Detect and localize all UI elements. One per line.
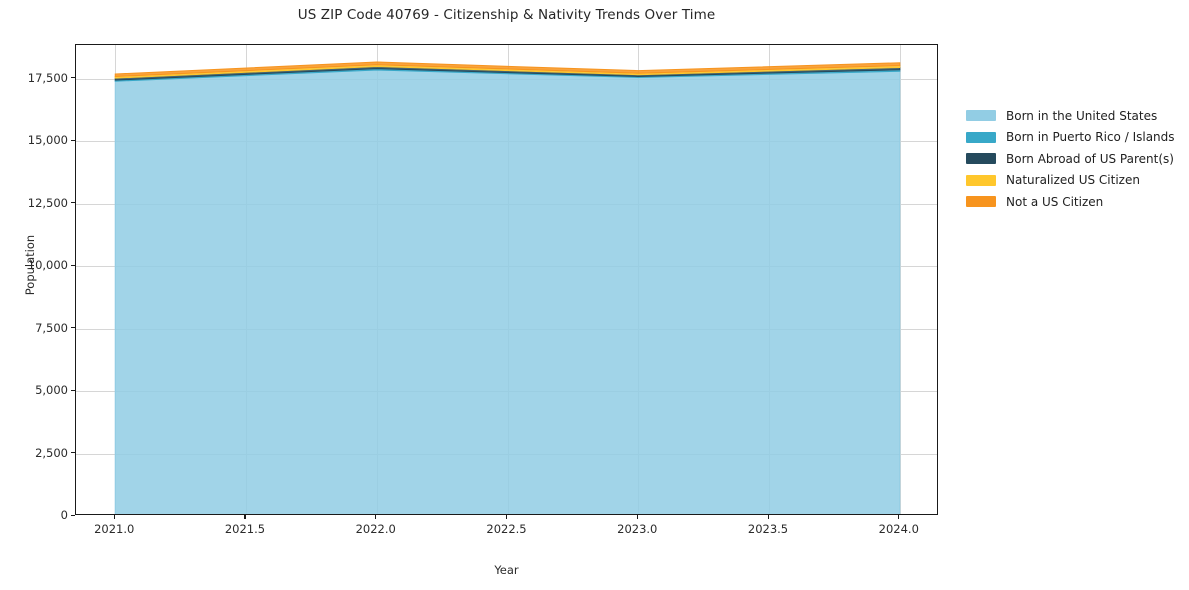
legend-item[interactable]: Born in Puerto Rico / Islands bbox=[966, 127, 1181, 149]
y-axis-tick-mark bbox=[71, 139, 75, 141]
legend-swatch bbox=[966, 196, 996, 208]
x-axis-tick-mark bbox=[244, 515, 246, 519]
x-axis-tick-label: 2021.5 bbox=[224, 522, 266, 536]
y-axis-tick-label: 12,500 bbox=[27, 195, 68, 210]
y-axis-label: Population bbox=[23, 234, 37, 296]
y-axis-tick-mark bbox=[71, 202, 75, 204]
x-axis-tick-label: 2023.0 bbox=[617, 522, 658, 536]
y-axis-tick-mark bbox=[71, 327, 75, 329]
y-axis-tick-label: 17,500 bbox=[27, 70, 68, 85]
x-axis-tick-label: 2023.5 bbox=[747, 522, 789, 536]
x-axis-tick-mark bbox=[113, 515, 115, 519]
y-axis-tick-label: 5,000 bbox=[35, 383, 68, 398]
y-axis-tick-label: 10,000 bbox=[27, 258, 68, 273]
legend-swatch bbox=[966, 131, 996, 143]
plot-area bbox=[75, 44, 938, 515]
area-series bbox=[114, 69, 901, 514]
plot-inner bbox=[76, 45, 937, 514]
y-axis-tick-mark bbox=[71, 389, 75, 391]
x-axis-label: Year bbox=[494, 563, 519, 577]
legend-item[interactable]: Not a US Citizen bbox=[966, 191, 1181, 213]
x-axis-tick-label: 2024.0 bbox=[878, 522, 919, 536]
legend-item-label: Not a US Citizen bbox=[1006, 194, 1104, 209]
stacked-area-series bbox=[114, 61, 901, 514]
x-axis-tick-label: 2022.0 bbox=[355, 522, 396, 536]
legend-swatch bbox=[966, 110, 996, 122]
y-axis-tick-mark bbox=[71, 452, 75, 454]
chart-legend: Born in the United States Born in Puerto … bbox=[966, 105, 1181, 213]
x-axis-tick-label: 2022.5 bbox=[486, 522, 527, 536]
y-axis-tick-label: 7,500 bbox=[35, 320, 68, 335]
legend-item-label: Born in the United States bbox=[1006, 108, 1158, 123]
x-axis-tick-mark bbox=[636, 515, 638, 519]
area-series bbox=[114, 61, 901, 78]
y-axis-tick-label: 0 bbox=[60, 508, 68, 522]
y-axis-tick-mark bbox=[71, 77, 75, 79]
legend-item[interactable]: Born in the United States bbox=[966, 105, 1181, 127]
x-axis-tick-mark bbox=[506, 515, 508, 519]
y-axis-tick-label: 15,000 bbox=[27, 133, 68, 148]
chart-title: US ZIP Code 40769 - Citizenship & Nativi… bbox=[297, 7, 716, 23]
legend-swatch bbox=[966, 153, 996, 165]
legend-item[interactable]: Born Abroad of US Parent(s) bbox=[966, 148, 1181, 170]
x-axis-tick-mark bbox=[898, 515, 900, 519]
legend-item[interactable]: Naturalized US Citizen bbox=[966, 170, 1181, 192]
x-axis-tick-label: 2021.0 bbox=[94, 522, 135, 536]
legend-item-label: Born in Puerto Rico / Islands bbox=[1006, 130, 1175, 145]
x-axis-tick-mark bbox=[767, 515, 769, 519]
y-axis-tick-label: 2,500 bbox=[35, 445, 68, 460]
legend-swatch bbox=[966, 174, 996, 186]
y-axis-tick-mark bbox=[71, 264, 75, 266]
legend-item-label: Naturalized US Citizen bbox=[1006, 173, 1140, 188]
legend-item-label: Born Abroad of US Parent(s) bbox=[1006, 151, 1174, 166]
y-axis-tick-mark bbox=[71, 514, 75, 516]
x-axis-tick-mark bbox=[375, 515, 377, 519]
